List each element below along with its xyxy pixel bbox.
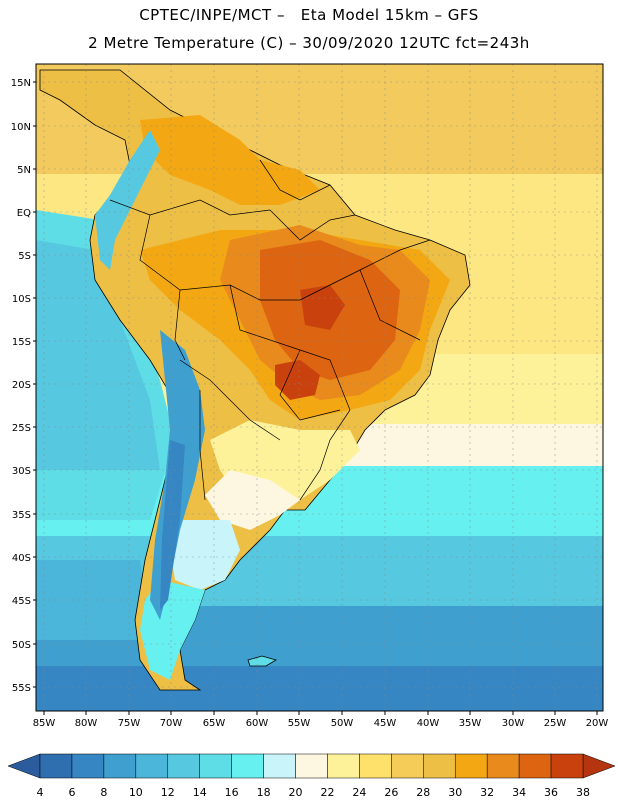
- colorbar-swatch: [39, 753, 73, 779]
- map-frame: [35, 63, 604, 712]
- colorbar-tick-label: 24: [352, 786, 366, 799]
- lat-label: 30S: [12, 466, 31, 477]
- colorbar-under-arrow: [7, 753, 41, 779]
- colorbar-swatch: [135, 753, 169, 779]
- colorbar-swatch: [167, 753, 200, 779]
- colorbar-tick-label: 22: [320, 786, 334, 799]
- colorbar-swatch: [199, 753, 232, 779]
- colorbar-swatch: [263, 753, 296, 779]
- colorbar-tick-label: 18: [257, 786, 271, 799]
- lon-label: 65W: [203, 718, 226, 729]
- colorbar-swatch: [327, 753, 360, 779]
- graticule: [36, 64, 603, 711]
- latitude-axis: 15N 10N 5N EQ 5S 10S 15S 20S 25S 30S 35S…: [11, 78, 36, 694]
- country-borders: [109, 159, 431, 501]
- colorbar-swatch: [391, 753, 424, 779]
- lat-label: 15S: [12, 337, 31, 348]
- colorbar-tick-label: 6: [68, 786, 75, 799]
- lon-label: 80W: [75, 718, 98, 729]
- colorbar-tick-label: 4: [37, 786, 44, 799]
- lon-label: 60W: [246, 718, 269, 729]
- lat-label: 15N: [11, 78, 31, 89]
- colorbar-tick-label: 28: [416, 786, 430, 799]
- lat-label: 55S: [12, 683, 31, 694]
- lon-label: 20W: [586, 718, 609, 729]
- colorbar-tick-label: 38: [576, 786, 590, 799]
- map-title-line2: 2 Metre Temperature (C) – 30/09/2020 12U…: [88, 34, 530, 52]
- colorbar-swatch: [295, 753, 328, 779]
- colorbar-swatch: [71, 753, 105, 779]
- lat-label: 10N: [11, 122, 31, 133]
- colorbar: 4 6 8 10 12 14 16 18 20 22 24 26 28 30 32 34 36 38: [7, 753, 616, 799]
- colorbar-tick-label: 20: [289, 786, 303, 799]
- lon-label: 85W: [33, 718, 56, 729]
- lat-label: 45S: [12, 596, 31, 607]
- colorbar-swatch: [359, 753, 392, 779]
- lon-label: 35W: [459, 718, 482, 729]
- lon-label: 70W: [160, 718, 183, 729]
- lon-label: 25W: [544, 718, 567, 729]
- colorbar-swatch: [518, 753, 552, 779]
- colorbar-tick-label: 16: [225, 786, 239, 799]
- colorbar-tick-label: 34: [512, 786, 526, 799]
- lon-label: 50W: [331, 718, 354, 729]
- colorbar-tick-label: 36: [544, 786, 558, 799]
- lon-label: 75W: [118, 718, 141, 729]
- colorbar-swatch: [550, 753, 584, 779]
- lat-label: 5N: [17, 165, 31, 176]
- lon-label: 55W: [288, 718, 311, 729]
- temperature-field: [36, 64, 603, 711]
- colorbar-swatch: [454, 753, 488, 779]
- lat-label: 10S: [12, 294, 31, 305]
- colorbar-tick-label: 14: [193, 786, 207, 799]
- colorbar-swatch: [486, 753, 520, 779]
- lat-label: 50S: [12, 640, 31, 651]
- lat-label: 25S: [12, 423, 31, 434]
- colorbar-tick-label: 32: [480, 786, 494, 799]
- lon-label: 40W: [417, 718, 440, 729]
- colorbar-swatch: [231, 753, 264, 779]
- lat-label: 20S: [12, 380, 31, 391]
- lon-label: 30W: [502, 718, 525, 729]
- lat-label: EQ: [17, 208, 31, 219]
- colorbar-tick-label: 30: [448, 786, 462, 799]
- longitude-axis: 85W 80W 75W 70W 65W 60W 55W 50W 45W 40W …: [33, 711, 609, 729]
- lat-label: 35S: [12, 510, 31, 521]
- colorbar-swatch: [423, 753, 456, 779]
- colorbar-tick-label: 10: [129, 786, 143, 799]
- map-title-line1: CPTEC/INPE/MCT – Eta Model 15km – GFS: [139, 6, 479, 24]
- lon-label: 45W: [374, 718, 397, 729]
- lat-label: 40S: [12, 553, 31, 564]
- colorbar-tick-label: 8: [100, 786, 107, 799]
- colorbar-swatch: [103, 753, 137, 779]
- colorbar-tick-label: 26: [384, 786, 398, 799]
- colorbar-over-arrow: [582, 753, 616, 779]
- colorbar-tick-label: 12: [161, 786, 175, 799]
- lat-label: 5S: [18, 251, 31, 262]
